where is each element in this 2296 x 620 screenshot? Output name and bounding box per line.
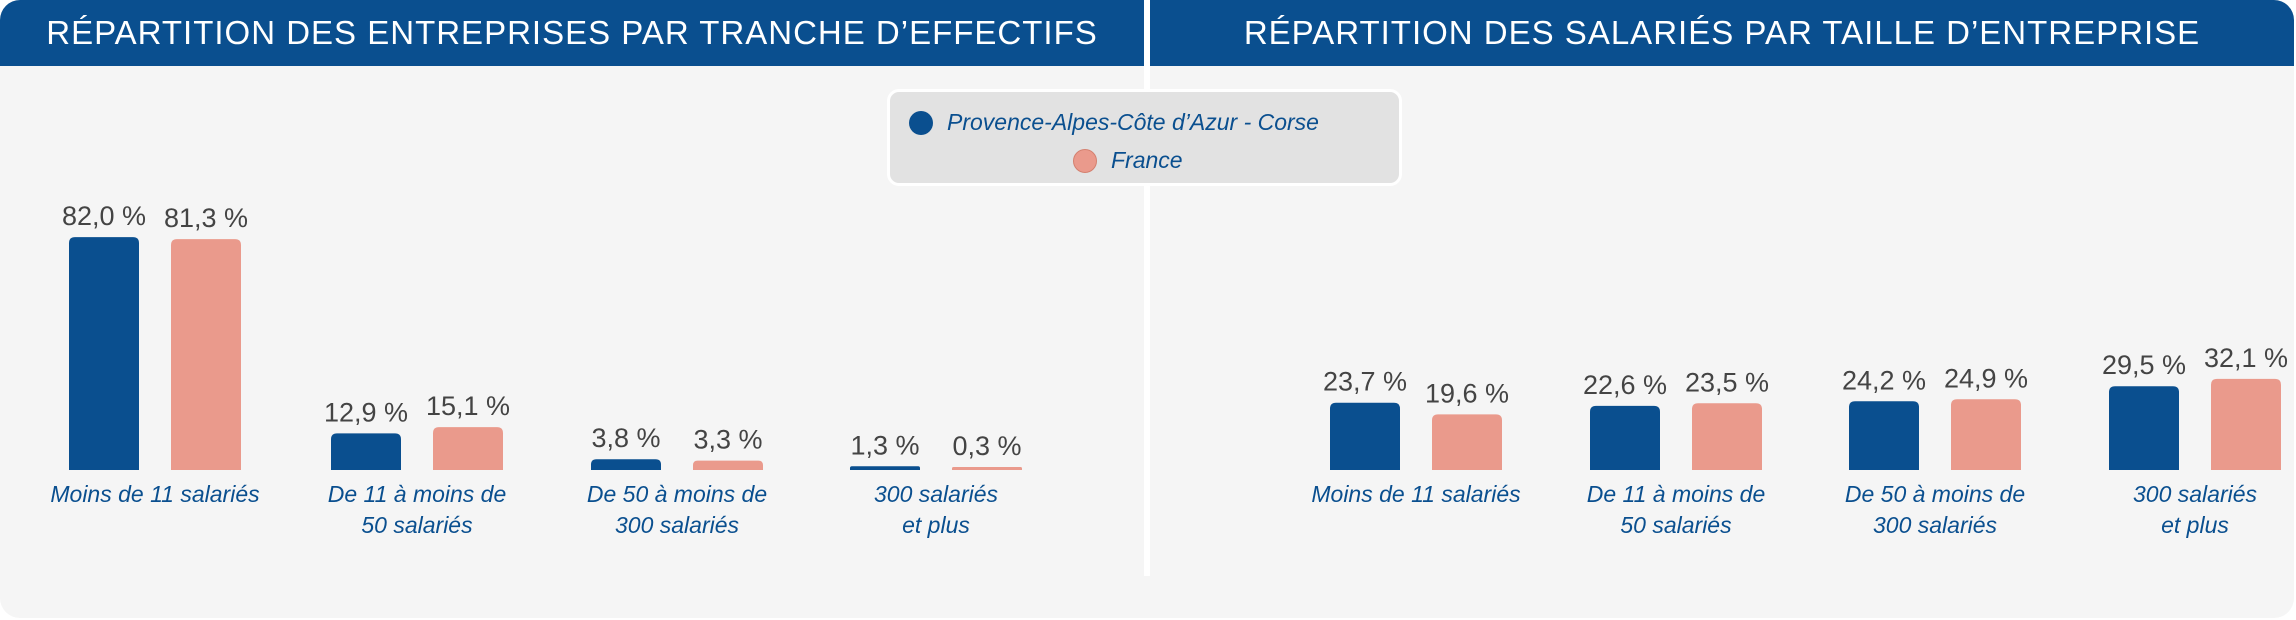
- bar-companies-region-3: [850, 466, 920, 470]
- value-label-employees-france-1: 23,5 %: [1685, 367, 1769, 397]
- chart-title-employees: RÉPARTITION DES SALARIÉS PAR TAILLE D’EN…: [1150, 0, 2294, 66]
- bar-employees-region-0: [1330, 402, 1400, 470]
- value-label-companies-region-0: 82,0 %: [62, 201, 146, 231]
- category-label-companies-3: 300 salariés et plus: [874, 481, 999, 538]
- bar-companies-france-1: [433, 427, 503, 470]
- bar-companies-region-1: [331, 433, 401, 470]
- legend-label-region: Provence-Alpes-Côte d’Azur - Corse: [947, 109, 1319, 135]
- bar-companies-france-2: [693, 460, 763, 470]
- legend-item-france: France: [1073, 147, 1183, 174]
- legend-label-france: France: [1111, 147, 1183, 173]
- bar-employees-france-2: [1951, 399, 2021, 470]
- bar-companies-france-0: [171, 239, 241, 470]
- value-label-companies-region-1: 12,9 %: [324, 397, 408, 427]
- legend-swatch-region: [909, 110, 933, 135]
- category-label-companies-1: De 11 à moins de 50 salariés: [328, 481, 507, 538]
- category-label-employees-1: De 11 à moins de 50 salariés: [1587, 481, 1766, 538]
- category-label-companies-2: De 50 à moins de 300 salariés: [587, 481, 767, 538]
- category-label-employees-3: 300 salariés et plus: [2133, 481, 2258, 538]
- category-label-employees-0: Moins de 11 salariés: [1311, 481, 1521, 507]
- value-label-companies-france-2: 3,3 %: [693, 425, 762, 455]
- bar-companies-region-0: [69, 237, 139, 470]
- value-label-employees-france-2: 24,9 %: [1944, 363, 2028, 393]
- bar-employees-france-0: [1432, 414, 1502, 470]
- value-label-employees-region-1: 22,6 %: [1583, 370, 1667, 400]
- value-label-companies-france-0: 81,3 %: [164, 203, 248, 233]
- value-label-companies-region-3: 1,3 %: [850, 430, 919, 460]
- bar-employees-region-1: [1590, 405, 1660, 470]
- legend-item-region: Provence-Alpes-Côte d’Azur - Corse: [909, 109, 1319, 136]
- chart-title-companies: RÉPARTITION DES ENTREPRISES PAR TRANCHE …: [0, 0, 1144, 66]
- category-label-companies-0: Moins de 11 salariés: [50, 481, 260, 507]
- legend: Provence-Alpes-Côte d’Azur - Corse Franc…: [887, 89, 1402, 186]
- panel-divider: [1144, 0, 1150, 576]
- bar-employees-region-3: [2109, 386, 2179, 470]
- bar-employees-france-1: [1692, 403, 1762, 470]
- value-label-employees-region-0: 23,7 %: [1323, 367, 1407, 397]
- legend-swatch-france: [1073, 148, 1097, 173]
- value-label-employees-france-0: 19,6 %: [1425, 378, 1509, 408]
- bar-employees-region-2: [1849, 401, 1919, 470]
- category-label-employees-2: De 50 à moins de 300 salariés: [1845, 481, 2025, 538]
- value-label-employees-france-3: 32,1 %: [2204, 343, 2288, 373]
- value-label-companies-france-1: 15,1 %: [426, 391, 510, 421]
- value-label-employees-region-3: 29,5 %: [2102, 350, 2186, 380]
- value-label-employees-region-2: 24,2 %: [1842, 365, 1926, 395]
- bar-companies-region-2: [591, 459, 661, 470]
- value-label-companies-region-2: 3,8 %: [591, 423, 660, 453]
- bar-companies-france-3: [952, 467, 1022, 470]
- bar-employees-france-3: [2211, 378, 2281, 470]
- value-label-companies-france-3: 0,3 %: [952, 431, 1021, 461]
